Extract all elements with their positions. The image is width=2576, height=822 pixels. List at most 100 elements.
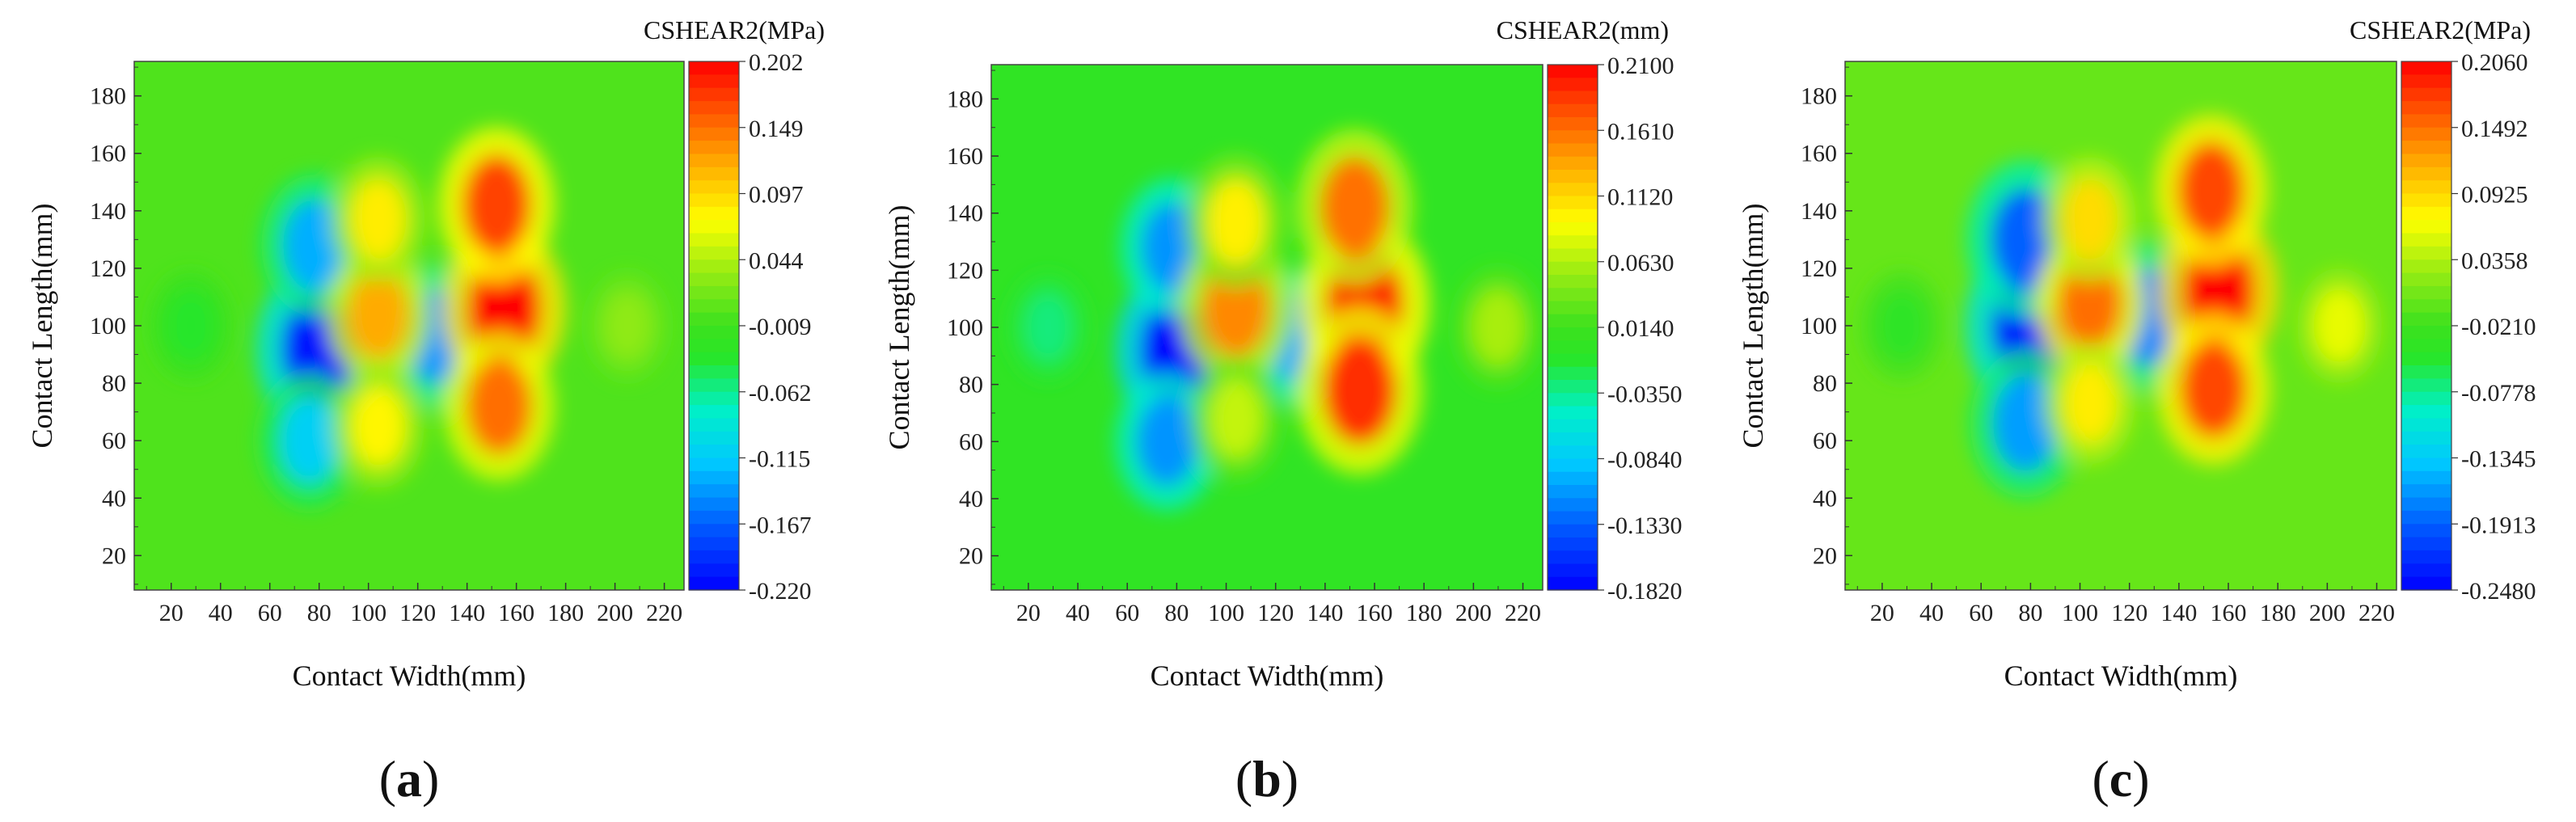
colorbar-band <box>2401 510 2451 525</box>
x-tick-label: 220 <box>1505 600 1541 626</box>
colorbar-band <box>1548 576 1598 591</box>
contour-peak-a-10 <box>167 291 215 360</box>
y-tick-label: 20 <box>102 542 126 569</box>
x-tick-label: 60 <box>258 600 282 626</box>
y-tick-label: 160 <box>90 141 126 167</box>
colorbar-tick-label: 0.2100 <box>1607 53 1674 79</box>
y-tick-label: 140 <box>90 198 126 225</box>
colorbar-band <box>2401 405 2451 419</box>
x-tick-label: 160 <box>2211 600 2247 626</box>
colorbar-band <box>1548 130 1598 145</box>
colorbar-band <box>2401 470 2451 485</box>
colorbar-tick-label: 0.1120 <box>1607 184 1673 211</box>
x-tick-label: 160 <box>498 600 534 626</box>
colorbar-band <box>2401 87 2451 102</box>
y-tick-label: 40 <box>102 485 126 512</box>
x-tick-label: 220 <box>2359 600 2395 626</box>
x-tick-label: 60 <box>1969 600 1993 626</box>
colorbar-band <box>1548 78 1598 92</box>
colorbar-tick-label: -0.167 <box>749 512 812 538</box>
x-axis-title-a: Contact Width(mm) <box>293 660 526 692</box>
colorbar-band <box>1548 275 1598 289</box>
colorbar-band <box>689 259 739 274</box>
colorbar-band <box>689 524 739 538</box>
contour-peak-b-8 <box>1320 157 1389 259</box>
x-tick-label: 100 <box>350 600 386 626</box>
colorbar-tick-label: -0.2480 <box>2461 578 2536 605</box>
colorbar-tick-label: -0.009 <box>749 314 812 340</box>
y-tick-label: 20 <box>959 543 983 570</box>
x-tick-label: 80 <box>307 600 332 626</box>
contour-peak-c-10 <box>1877 290 1926 361</box>
panel-c: 20 40 60 80 100 120 140 160 180 200 220 20 40 60 80 100… <box>1737 15 2536 807</box>
colorbar-band <box>689 154 739 168</box>
colorbar-band <box>2401 352 2451 366</box>
contour-peak-a-4 <box>348 269 409 359</box>
contour-peak-c-4 <box>2058 255 2122 350</box>
contour-peak-b-10 <box>1024 293 1072 362</box>
colorbar-band <box>1548 366 1598 381</box>
colorbar-band <box>689 576 739 591</box>
colorbar-band <box>689 220 739 234</box>
colorbar-band <box>2401 339 2451 353</box>
colorbar-band <box>2401 285 2451 300</box>
colorbar-band <box>1548 314 1598 328</box>
colorbar-band <box>689 470 739 485</box>
y-tick-label: 180 <box>1801 83 1837 110</box>
colorbar-tick-label: -0.1820 <box>1607 578 1683 605</box>
colorbar-band <box>689 405 739 419</box>
colorbar-band <box>689 312 739 327</box>
colorbar-band <box>689 246 739 260</box>
y-tick-label: 160 <box>947 143 983 170</box>
contour-peak-b-2 <box>1136 397 1197 487</box>
x-tick-label: 180 <box>1406 600 1442 626</box>
colorbar-band <box>1548 261 1598 276</box>
colorbar-band <box>689 431 739 445</box>
x-tick-label: 120 <box>2111 600 2147 626</box>
panel-label-c: (c) <box>2092 750 2149 807</box>
colorbar-band <box>1548 432 1598 446</box>
colorbar-band <box>689 550 739 564</box>
colorbar-band <box>1548 445 1598 460</box>
colorbar-band <box>2401 326 2451 339</box>
colorbar-band <box>1548 406 1598 420</box>
colorbar-tick-label: 0.0630 <box>1607 250 1674 276</box>
colorbar-band <box>689 484 739 499</box>
y-tick-label: 60 <box>1813 428 1837 454</box>
colorbar-tick-label: -0.1913 <box>2461 512 2536 538</box>
colorbar-band <box>689 272 739 287</box>
x-tick-label: 200 <box>1455 600 1492 626</box>
x-tick-label: 40 <box>209 600 233 626</box>
colorbar-band <box>1548 235 1598 250</box>
colorbar-tick-label: 0.0358 <box>2461 247 2528 274</box>
colorbar-band <box>1548 563 1598 578</box>
colorbar-tick-label: 0.2060 <box>2461 49 2528 76</box>
colorbar-band <box>689 445 739 459</box>
colorbar-band <box>1548 419 1598 433</box>
colorbar-band <box>2401 141 2451 155</box>
y-tick-label: 100 <box>1801 313 1837 339</box>
colorbar-band <box>2401 74 2451 89</box>
colorbar-band <box>689 233 739 247</box>
colorbar-band <box>1548 340 1598 355</box>
y-tick-label: 60 <box>102 428 126 454</box>
colorbar-band <box>2401 457 2451 472</box>
panel-label-a: (a) <box>379 750 440 807</box>
colorbar-band <box>1548 209 1598 223</box>
y-tick-label: 20 <box>1813 542 1837 569</box>
colorbar-band <box>2401 180 2451 195</box>
colorbar-band <box>2401 220 2451 234</box>
colorbar-tick-label: -0.0210 <box>2461 314 2536 340</box>
heatmap-plot-area-b <box>991 65 1543 590</box>
colorbar-band <box>2401 233 2451 247</box>
contour-peak-a-1 <box>283 199 345 291</box>
colorbar-band <box>2401 497 2451 512</box>
colorbar-band <box>1548 327 1598 341</box>
colorbar-band <box>1548 537 1598 551</box>
x-tick-label: 100 <box>1208 600 1244 626</box>
y-tick-label: 140 <box>1801 198 1837 225</box>
colorbar-band <box>1548 65 1598 78</box>
colorbar-band <box>689 418 739 432</box>
x-tick-label: 160 <box>1357 600 1393 626</box>
x-tick-label: 200 <box>2309 600 2346 626</box>
